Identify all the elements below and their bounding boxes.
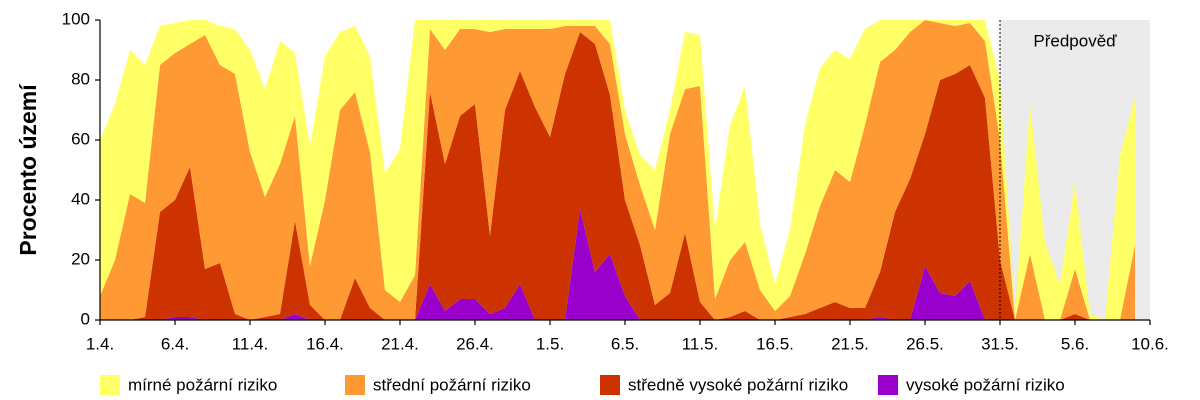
x-tick-label: 5.6. (1061, 334, 1089, 353)
x-tick-label: 31.5. (981, 334, 1019, 353)
legend-swatch (345, 375, 365, 395)
y-tick-label: 100 (62, 9, 90, 28)
x-tick-label: 21.4. (381, 334, 419, 353)
x-tick-label: 11.5. (682, 334, 719, 353)
y-axis-title: Procento území (15, 83, 41, 256)
legend-swatch (878, 375, 898, 395)
legend-swatch (600, 375, 620, 395)
x-tick-label: 16.5. (756, 334, 794, 353)
legend-label: vysoké požární riziko (906, 375, 1065, 394)
x-tick-label: 26.4. (456, 334, 494, 353)
x-tick-label: 26.5. (906, 334, 944, 353)
areas (100, 20, 1135, 320)
y-tick-label: 80 (71, 69, 90, 88)
x-tick-label: 6.5. (611, 334, 639, 353)
x-tick-label: 16.4. (306, 334, 344, 353)
x-tick-label: 1.5. (536, 334, 564, 353)
y-tick-label: 40 (71, 189, 90, 208)
x-tick-label: 10.6. (1131, 334, 1169, 353)
x-tick-label: 1.4. (86, 334, 114, 353)
x-tick-label: 21.5. (831, 334, 869, 353)
legend-swatch (100, 375, 120, 395)
legend-label: mírné požární riziko (128, 375, 277, 394)
x-tick-label: 6.4. (161, 334, 189, 353)
legend-label: střední požární riziko (373, 375, 531, 394)
y-tick-label: 0 (81, 309, 90, 328)
legend-label: středně vysoké požární riziko (628, 375, 848, 394)
area (100, 20, 1135, 320)
y-tick-label: 20 (71, 249, 90, 268)
y-tick-label: 60 (71, 129, 90, 148)
area (100, 209, 1135, 320)
area (100, 32, 1135, 320)
x-tick-label: 11.4. (232, 334, 269, 353)
annotation: Předpověď (1033, 31, 1117, 50)
area (100, 20, 1135, 320)
